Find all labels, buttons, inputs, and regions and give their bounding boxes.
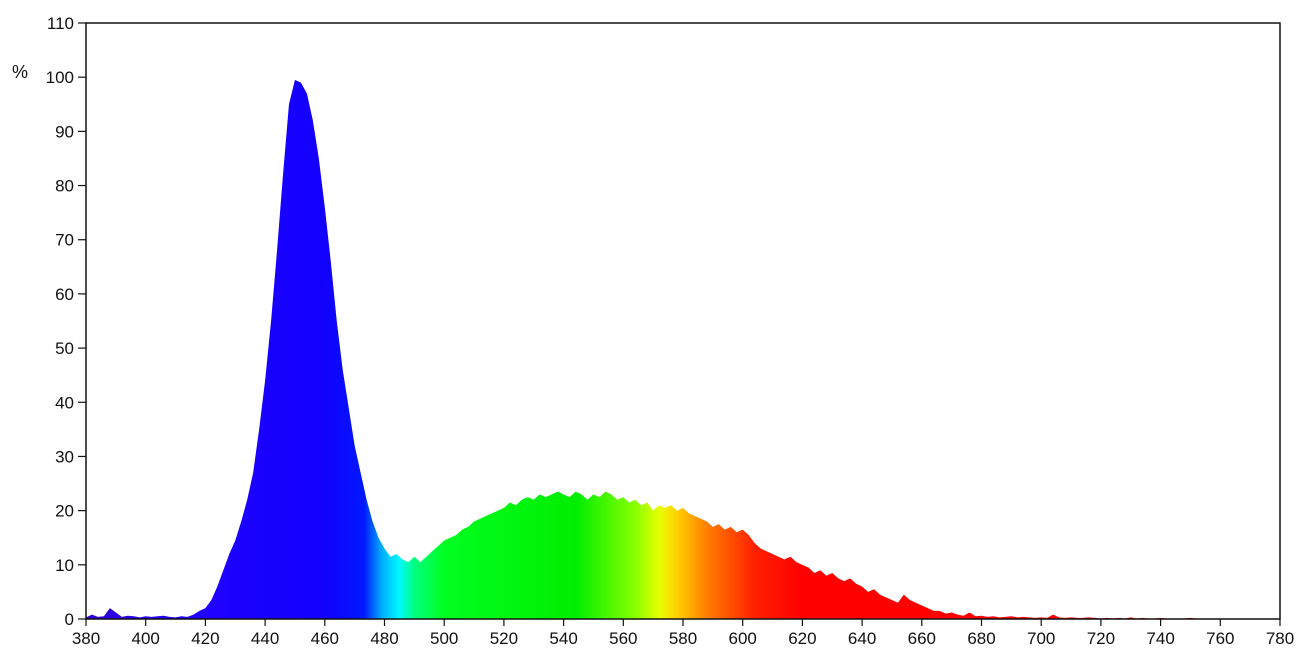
x-tick-label: 400 [132,629,160,648]
y-tick-label: 60 [55,285,74,304]
y-tick-label: 20 [55,502,74,521]
x-tick-label: 660 [908,629,936,648]
x-tick-label: 420 [191,629,219,648]
y-tick-label: 100 [46,68,74,87]
y-tick-label: 80 [55,177,74,196]
x-tick-label: 680 [967,629,995,648]
y-tick-label: 50 [55,339,74,358]
y-tick-label: 90 [55,122,74,141]
x-tick-label: 520 [490,629,518,648]
x-tick-label: 780 [1266,629,1294,648]
x-tick-label: 440 [251,629,279,648]
x-tick-label: 620 [788,629,816,648]
y-tick-label: 40 [55,393,74,412]
y-tick-label: 110 [47,14,74,33]
x-tick-label: 720 [1087,629,1115,648]
y-tick-label: 30 [55,447,74,466]
x-tick-label: 480 [370,629,398,648]
x-tick-label: 600 [729,629,757,648]
x-tick-label: 540 [549,629,577,648]
spectrum-area [86,79,1280,619]
x-tick-label: 500 [430,629,458,648]
y-tick-label: 70 [55,231,74,250]
x-tick-label: 740 [1146,629,1174,648]
y-axis-unit-label: % [12,62,28,82]
x-tick-label: 580 [669,629,697,648]
y-tick-label: 0 [65,610,74,629]
x-tick-label: 760 [1206,629,1234,648]
y-tick-label: 10 [55,556,74,575]
x-tick-label: 380 [72,629,100,648]
x-tick-label: 700 [1027,629,1055,648]
x-tick-label: 640 [848,629,876,648]
x-tick-label: 560 [609,629,637,648]
plot-layer [86,79,1280,619]
axis-layer: % 0 10 20 30 40 50 60 70 80 90 100 110 380 400 420 440 4… [12,14,1294,648]
x-tick-label: 460 [311,629,339,648]
